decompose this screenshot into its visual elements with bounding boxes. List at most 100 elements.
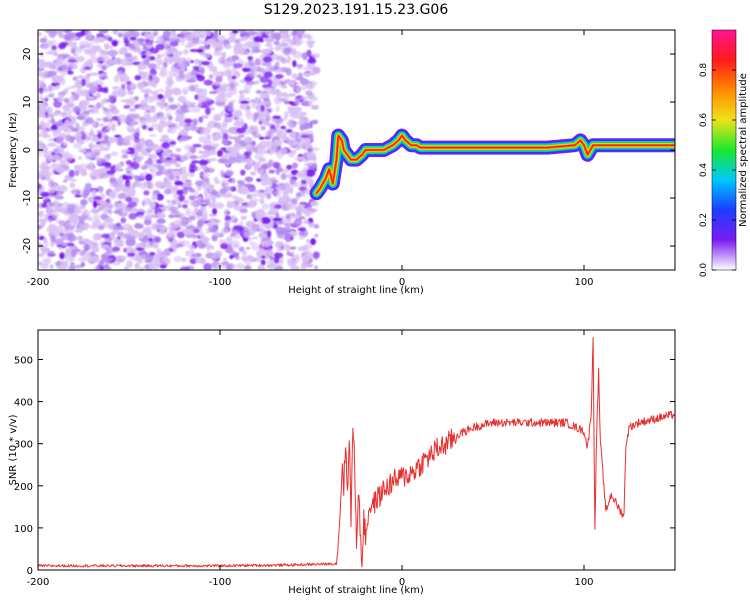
noise-blob xyxy=(288,151,295,158)
noise-blob xyxy=(182,203,188,209)
noise-blob xyxy=(255,30,264,38)
noise-blob xyxy=(203,263,213,270)
noise-blob xyxy=(41,123,51,129)
noise-blob xyxy=(51,44,57,51)
noise-blob xyxy=(179,39,185,46)
noise-blob xyxy=(47,119,52,125)
noise-blob xyxy=(222,132,229,141)
noise-blob xyxy=(239,104,247,110)
noise-blob xyxy=(246,157,254,166)
noise-blob xyxy=(175,147,182,153)
noise-blob xyxy=(260,125,266,131)
noise-blob xyxy=(260,180,268,186)
noise-blob xyxy=(189,258,197,265)
noise-blob xyxy=(300,134,309,139)
noise-blob xyxy=(189,234,198,238)
noise-blob xyxy=(145,226,152,231)
noise-blob xyxy=(298,216,306,220)
noise-blob xyxy=(280,85,288,89)
noise-blob xyxy=(192,143,202,148)
noise-blob xyxy=(92,214,101,220)
noise-blob xyxy=(78,148,87,153)
noise-blob xyxy=(43,86,49,93)
noise-blob xyxy=(240,205,250,209)
noise-blob xyxy=(261,255,266,259)
noise-blob xyxy=(286,56,292,61)
noise-blob xyxy=(38,113,44,117)
noise-blob xyxy=(108,45,113,50)
noise-blob xyxy=(245,40,255,48)
noise-blob xyxy=(93,148,103,153)
noise-blob xyxy=(84,32,93,41)
noise-blob xyxy=(94,218,102,226)
spectrogram-y-tick-label: 0 xyxy=(22,147,33,153)
noise-blob xyxy=(247,200,257,209)
spectrogram-noise xyxy=(38,30,321,270)
noise-blob xyxy=(251,223,260,232)
noise-blob xyxy=(158,250,166,259)
spectrogram-y-tick-label: 20 xyxy=(22,48,33,61)
noise-blob xyxy=(143,197,152,206)
noise-blob xyxy=(50,125,58,131)
noise-blob xyxy=(103,220,113,229)
noise-blob xyxy=(177,240,186,244)
noise-blob xyxy=(59,78,66,86)
noise-blob xyxy=(172,90,182,96)
noise-blob xyxy=(180,30,189,35)
noise-blob xyxy=(226,106,236,112)
noise-blob xyxy=(247,56,253,61)
noise-blob xyxy=(256,74,262,79)
noise-blob xyxy=(253,210,262,215)
noise-blob xyxy=(198,116,204,123)
noise-blob xyxy=(89,128,94,134)
noise-blob xyxy=(214,30,219,34)
noise-blob xyxy=(178,70,185,79)
noise-blob xyxy=(101,201,112,208)
noise-blob xyxy=(158,53,167,57)
noise-blob xyxy=(81,78,87,87)
noise-blob xyxy=(83,66,91,71)
noise-blob xyxy=(57,146,65,154)
noise-blob xyxy=(101,65,107,71)
noise-blob xyxy=(193,190,199,198)
noise-blob xyxy=(125,238,133,247)
noise-blob xyxy=(155,182,166,188)
noise-blob xyxy=(266,264,271,269)
noise-blob xyxy=(267,131,272,140)
noise-blob xyxy=(280,173,287,181)
noise-blob xyxy=(81,252,90,261)
noise-blob xyxy=(284,92,290,101)
noise-blob xyxy=(261,163,272,170)
noise-blob xyxy=(138,175,145,180)
noise-blob xyxy=(185,34,194,42)
noise-blob xyxy=(241,189,250,194)
noise-blob xyxy=(239,94,245,99)
noise-blob xyxy=(202,237,211,242)
noise-blob xyxy=(244,136,253,144)
noise-blob xyxy=(79,214,89,220)
noise-blob xyxy=(171,199,177,206)
noise-blob xyxy=(201,100,212,109)
noise-blob xyxy=(294,143,304,149)
noise-blob xyxy=(90,137,99,143)
noise-blob xyxy=(251,130,257,136)
noise-blob xyxy=(132,142,140,150)
noise-blob xyxy=(290,198,298,205)
noise-blob xyxy=(184,181,193,188)
noise-blob xyxy=(295,196,301,200)
noise-blob xyxy=(149,47,159,54)
noise-blob xyxy=(99,87,107,93)
noise-blob xyxy=(97,186,104,191)
noise-blob xyxy=(252,236,258,240)
noise-blob xyxy=(106,142,111,147)
noise-blob xyxy=(174,163,182,168)
noise-blob xyxy=(140,165,148,170)
noise-blob xyxy=(42,146,49,154)
noise-blob xyxy=(82,192,88,199)
noise-blob xyxy=(173,255,183,263)
noise-blob xyxy=(121,154,129,159)
noise-blob xyxy=(303,66,313,71)
noise-blob xyxy=(134,149,142,153)
noise-blob xyxy=(298,186,307,191)
noise-blob xyxy=(197,185,202,191)
